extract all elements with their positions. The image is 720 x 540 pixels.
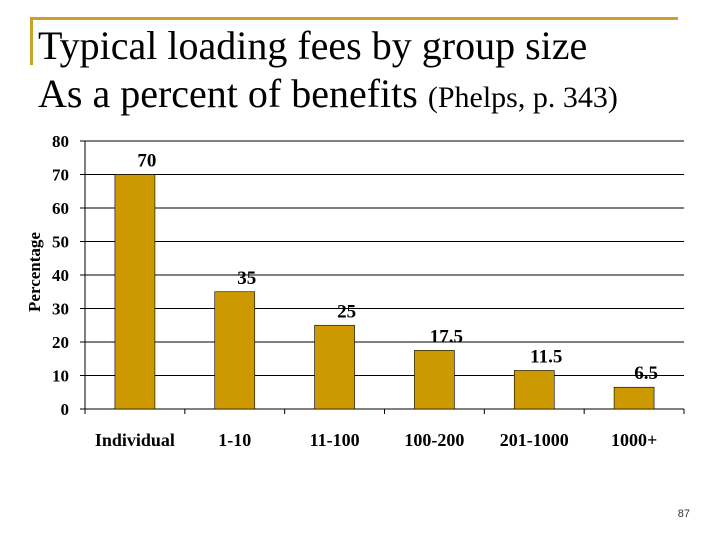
data-label-1000+: 6.5	[634, 363, 658, 384]
y-tick-label-70: 70	[52, 166, 69, 185]
y-tick-label-50: 50	[52, 233, 69, 252]
y-tick-label-0: 0	[61, 400, 70, 419]
grid-layer	[85, 140, 684, 376]
data-label-1-10: 35	[237, 268, 256, 289]
axis-layer: 0 10 20 30 40 50 60 70 80	[52, 132, 685, 419]
page-number: 87	[677, 508, 690, 520]
slide-title: Typical loading fees by group size As a …	[38, 22, 698, 122]
bar-100-200	[414, 350, 455, 410]
y-tick-label-60: 60	[52, 199, 69, 218]
bar-1000+	[613, 386, 655, 410]
y-tick-label-20: 20	[52, 333, 69, 352]
category-label-1000+: 1000+	[611, 430, 657, 450]
labels-layer: Individual 70 1-10 35 11-100 25 100-200 17.5 201…	[95, 151, 658, 451]
bars-layer	[114, 174, 655, 410]
y-tick-label-80: 80	[52, 132, 69, 151]
bar-11-100	[314, 324, 355, 410]
title-line-1: Typical loading fees by group size	[38, 23, 588, 68]
y-tick-label-40: 40	[52, 266, 69, 285]
data-label-100-200: 17.5	[430, 326, 463, 347]
data-label-Individual: 70	[137, 151, 156, 172]
data-label-201-1000: 11.5	[530, 346, 562, 367]
category-label-1-10: 1-10	[218, 430, 251, 450]
y-tick-label-30: 30	[52, 300, 69, 319]
title-line-2: As a percent of benefits	[38, 71, 418, 116]
y-tick-label-10: 10	[52, 367, 69, 386]
title-frame-left	[30, 17, 33, 65]
title-citation: (Phelps, p. 343)	[427, 81, 618, 114]
title-frame-top	[30, 17, 678, 20]
bar-1-10	[214, 291, 256, 410]
category-label-201-1000: 201-1000	[500, 430, 569, 450]
category-label-11-100: 11-100	[310, 430, 360, 450]
category-label-Individual: Individual	[95, 430, 175, 450]
bar-Individual	[114, 174, 156, 410]
category-label-100-200: 100-200	[404, 430, 464, 450]
data-label-11-100: 25	[337, 301, 356, 322]
bar-201-1000	[513, 370, 555, 410]
y-axis-label: Percentage	[25, 232, 44, 312]
